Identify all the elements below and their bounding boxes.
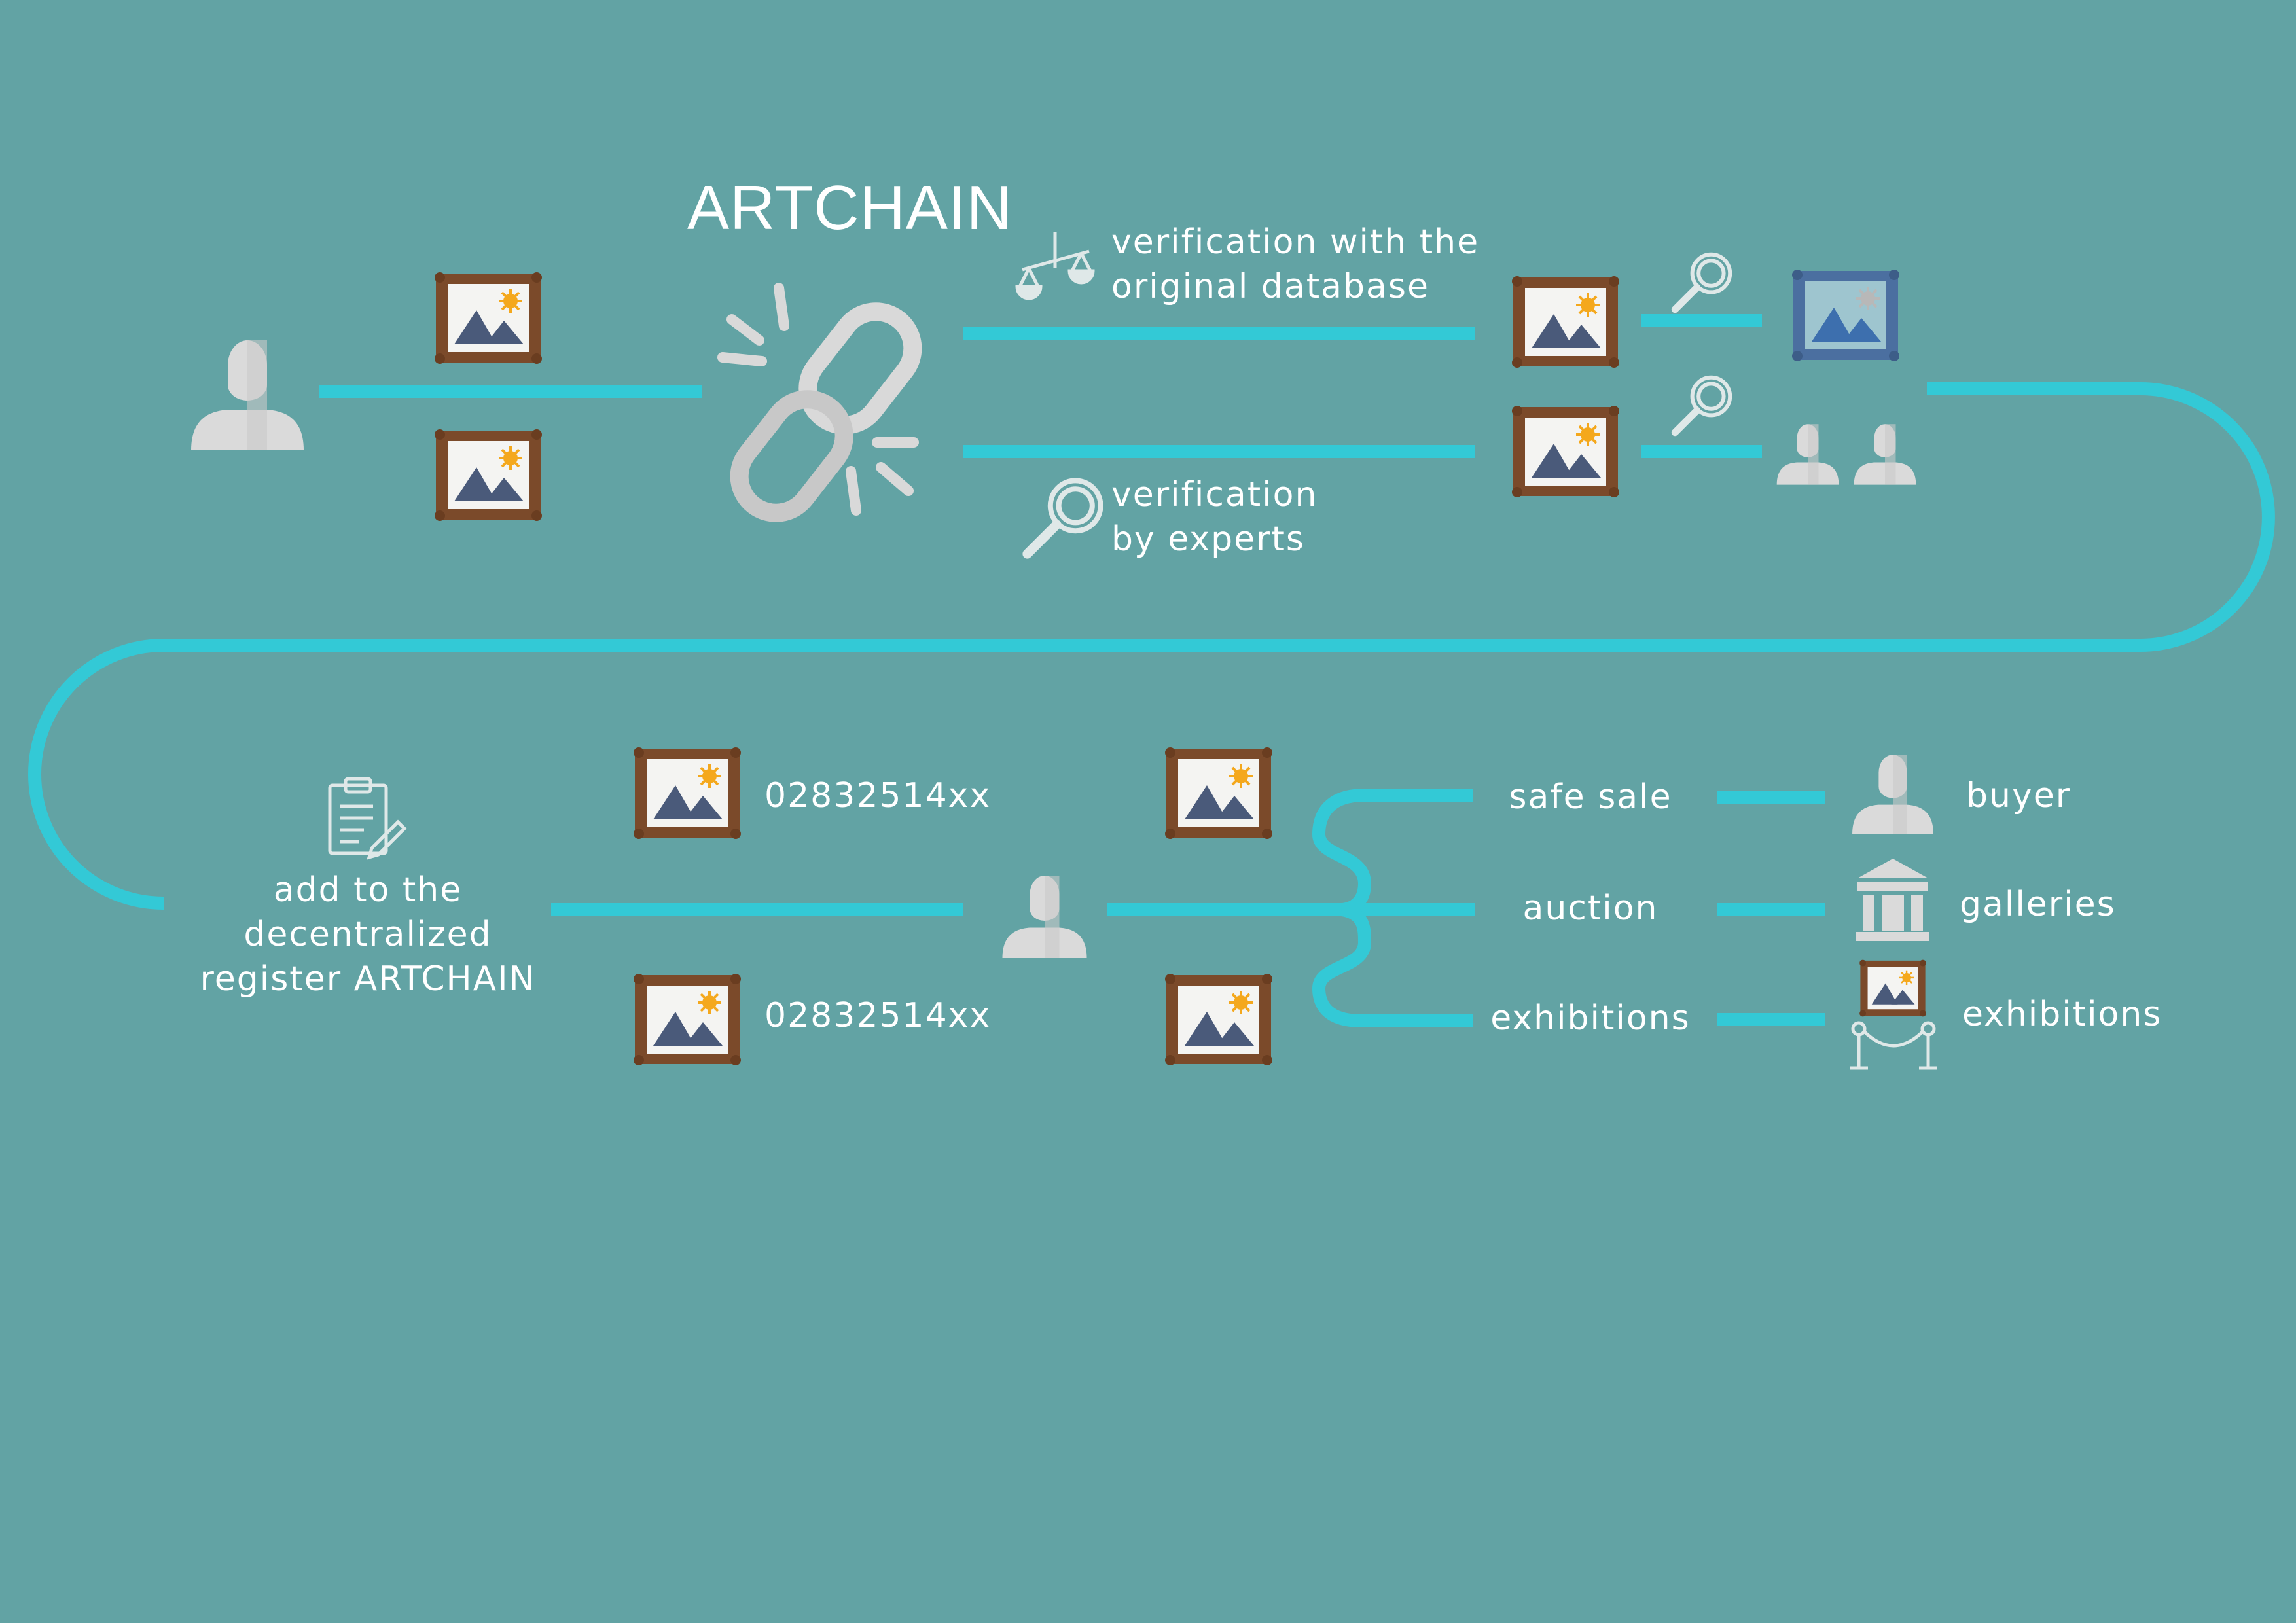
add-register-label-line2: decentralized bbox=[243, 915, 492, 954]
target-label-galleries: galleries bbox=[1960, 885, 2116, 924]
magnifier-icon bbox=[1028, 480, 1101, 554]
add-register-label-line1: add to the bbox=[273, 870, 463, 910]
verify-database-label-line1: verification with the bbox=[1111, 223, 1480, 262]
channel-label-auction: auction bbox=[1522, 889, 1659, 928]
seller-person-icon bbox=[1002, 876, 1087, 958]
buyer-person-icon bbox=[1852, 755, 1933, 834]
channel-label-safe-sale: safe sale bbox=[1509, 777, 1672, 817]
magnifier-icon bbox=[1675, 378, 1730, 433]
painting-icon bbox=[1511, 404, 1621, 499]
painting-icon bbox=[1511, 275, 1621, 369]
painting-icon bbox=[433, 428, 543, 522]
chain-link-icon bbox=[717, 283, 922, 522]
verify-experts-label-line2: by experts bbox=[1111, 520, 1306, 559]
target-label-buyer: buyer bbox=[1966, 776, 2072, 815]
painting-icon bbox=[1164, 746, 1274, 840]
painting-icon bbox=[632, 746, 742, 840]
artwork-code: 02832514xx bbox=[764, 776, 992, 815]
artwork-code: 02832514xx bbox=[764, 996, 992, 1035]
painting-icon bbox=[433, 271, 543, 365]
painting-icon bbox=[632, 972, 742, 1067]
add-register-label-line3: register ARTCHAIN bbox=[200, 959, 536, 999]
owner-person-icon bbox=[191, 340, 304, 450]
magnifier-icon bbox=[1675, 255, 1730, 310]
verify-database-label-line2: original database bbox=[1111, 267, 1429, 306]
verified-painting-icon bbox=[1791, 268, 1901, 363]
connector-lines bbox=[28, 314, 2275, 1027]
expert-person-icon bbox=[1854, 424, 1916, 485]
exhibition-painting-icon bbox=[1858, 959, 1928, 1018]
expert-person-icon bbox=[1776, 424, 1839, 485]
page-title: ARTCHAIN bbox=[687, 173, 1013, 243]
exhibition-rope-icon bbox=[1850, 1021, 1937, 1070]
clipboard-icon bbox=[328, 777, 407, 860]
gallery-building-icon bbox=[1856, 859, 1929, 941]
verify-experts-label-line1: verification bbox=[1111, 475, 1318, 514]
scales-icon bbox=[1015, 232, 1095, 300]
target-label-exhibitions: exhibitions bbox=[1962, 995, 2162, 1034]
channel-label-exhibitions: exhibitions bbox=[1490, 999, 1691, 1038]
painting-icon bbox=[1164, 972, 1274, 1067]
